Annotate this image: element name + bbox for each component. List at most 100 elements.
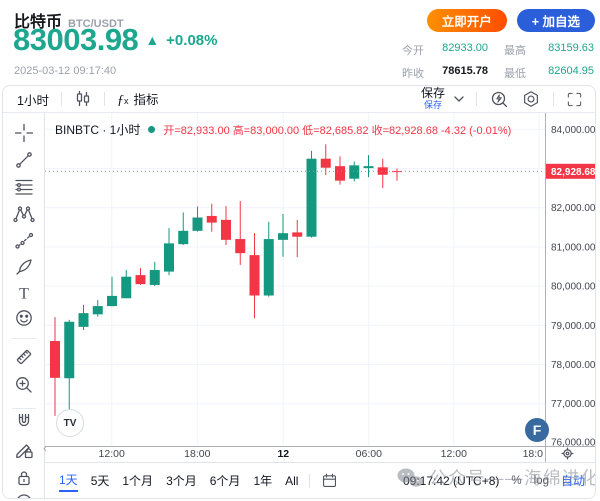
drawing-lock-tool[interactable]: [13, 439, 35, 461]
market-status-dot: [148, 126, 156, 133]
range-button[interactable]: All: [285, 473, 299, 488]
range-button[interactable]: 6个月: [209, 474, 241, 488]
xabcd-pattern-tool[interactable]: [13, 203, 35, 225]
price-axis-settings-button[interactable]: [561, 447, 574, 465]
indicators-button[interactable]: ƒx 指标: [117, 89, 159, 109]
svg-text:76,000.00: 76,000.00: [551, 438, 596, 449]
svg-text:12: 12: [277, 448, 289, 460]
instrument-name: 比特币: [14, 14, 63, 31]
divider: [553, 92, 554, 106]
go-to-date-button[interactable]: [321, 472, 338, 489]
forecast-tool[interactable]: [13, 230, 35, 252]
svg-text:82,928.68: 82,928.68: [551, 167, 596, 178]
price-row: 83003.98 ▲ +0.08%: [13, 22, 217, 58]
collapse-toolbar-arrow[interactable]: ‹: [43, 441, 47, 455]
brush-tool[interactable]: [13, 256, 35, 278]
chart-panel: 1小时 ƒx 指标 保存 保存: [2, 85, 596, 499]
svg-text:06:00: 06:00: [356, 448, 382, 460]
divider: [60, 92, 62, 106]
svg-text:T: T: [19, 286, 29, 303]
chart-legend: BINBTC · 1小时 开=82,933.00 高=83,000.00 低=8…: [55, 121, 511, 138]
svg-text:18:0: 18:0: [523, 448, 544, 460]
legend-ohlc: 开=82,933.00 高=83,000.00 低=82,685.82 收=82…: [163, 124, 512, 137]
fib-retracement-tool[interactable]: [13, 176, 35, 198]
chart-canvas[interactable]: 84,000.00 82,000.00 81,000.00 80,000.00 79,0…: [45, 113, 596, 462]
calendar-icon: [323, 473, 337, 488]
crosshair-tool[interactable]: [13, 122, 35, 144]
chevron-down-icon: [454, 96, 464, 102]
fullscreen-button[interactable]: [566, 91, 583, 108]
open-account-button[interactable]: 立即开户: [426, 9, 507, 32]
f-floating-button[interactable]: F: [525, 418, 549, 442]
svg-text:80,000.00: 80,000.00: [551, 282, 596, 293]
range-button[interactable]: 1年: [253, 474, 273, 488]
divider: [103, 92, 105, 106]
range-button[interactable]: 3个月: [166, 474, 197, 488]
divider: [12, 408, 36, 409]
instrument-symbol: BTC/USDT: [68, 18, 124, 30]
log-scale-toggle[interactable]: log: [533, 474, 549, 487]
stat-open: 今开 82933.00: [402, 42, 488, 57]
magnet-tool[interactable]: [13, 411, 35, 433]
lightning-circle-icon: [491, 91, 508, 108]
drawing-toolbar: T: [3, 113, 45, 498]
indicators-label: 指标: [133, 93, 159, 107]
stat-low: 最低 82604.95: [504, 65, 594, 80]
range-button[interactable]: 1个月: [122, 474, 154, 488]
small-gear-icon: [561, 447, 574, 460]
range-button[interactable]: 5天: [90, 474, 110, 488]
bottom-toolbar: 1天 5天 1个月 3个月 6个月 1年 All 09:17:42 (UTC+8) % lo…: [45, 462, 595, 498]
fullscreen-icon: [567, 92, 582, 106]
fx-icon: ƒ: [116, 93, 124, 108]
stat-high: 最高 83159.63: [504, 42, 594, 57]
gear-icon: [524, 91, 538, 107]
range-button[interactable]: 1天: [59, 469, 78, 492]
candlestick-icon: [76, 90, 90, 107]
instrument-title-row: 比特币 BTC/USDT: [14, 8, 124, 32]
save-menu-button[interactable]: [454, 96, 464, 102]
chart-settings-button[interactable]: [521, 89, 541, 109]
save-button[interactable]: 保存 保存: [420, 86, 445, 110]
lock-all-tool[interactable]: [13, 467, 35, 489]
auto-scale-toggle[interactable]: 自动: [560, 474, 585, 488]
range-buttons: 1天 5天 1个月 3个月 6个月 1年 All: [59, 469, 298, 492]
zoom-in-tool[interactable]: [13, 374, 35, 396]
text-tool[interactable]: T: [13, 282, 35, 304]
quick-trade-button[interactable]: [489, 89, 509, 109]
svg-text:82,000.00: 82,000.00: [551, 203, 596, 214]
chart-type-button[interactable]: [74, 90, 92, 108]
header-buttons: 立即开户 + 加自选: [426, 9, 595, 32]
timezone-clock[interactable]: 09:17:42 (UTC+8): [403, 473, 500, 488]
stat-prev-close: 昨收 78615.78: [402, 65, 488, 80]
trend-line-tool[interactable]: [13, 149, 35, 171]
svg-text:84,000.00: 84,000.00: [551, 125, 596, 136]
hidden-tool[interactable]: [13, 491, 35, 499]
svg-text:77,000.00: 77,000.00: [551, 399, 596, 410]
divider: [12, 338, 36, 339]
percent-scale-toggle[interactable]: %: [511, 474, 522, 487]
tradingview-logo: TV: [56, 409, 84, 437]
divider: [476, 92, 477, 106]
chart-column: 84,000.00 82,000.00 81,000.00 80,000.00 79,0…: [43, 113, 596, 498]
ruler-tool[interactable]: [13, 346, 35, 368]
svg-text:12:00: 12:00: [99, 448, 125, 460]
legend-series[interactable]: BINBTC · 1小时: [55, 123, 141, 137]
svg-text:18:00: 18:00: [184, 448, 210, 460]
chart-toolbar: 1小时 ƒx 指标 保存 保存: [3, 86, 595, 113]
svg-text:79,000.00: 79,000.00: [551, 321, 596, 332]
add-watchlist-button[interactable]: + 加自选: [516, 9, 595, 32]
svg-text:78,000.00: 78,000.00: [551, 360, 596, 371]
svg-text:81,000.00: 81,000.00: [551, 242, 596, 253]
last-price: 83003.98: [13, 22, 139, 57]
bottom-right-controls: 09:17:42 (UTC+8) % log 自动: [403, 472, 585, 489]
emoji-tool[interactable]: [13, 307, 35, 329]
quote-timestamp: 2025-03-12 09:17:40: [14, 65, 117, 77]
interval-button[interactable]: 1小时: [17, 93, 49, 108]
up-arrow-icon: ▲: [145, 32, 160, 48]
svg-text:12:00: 12:00: [441, 448, 467, 460]
quote-stats: 今开 82933.00 最高 83159.63 昨收 78615.78 最低 8…: [402, 42, 594, 81]
change-percent: +0.08%: [166, 31, 218, 49]
chart-region: 84,000.00 82,000.00 81,000.00 80,000.00 79,0…: [43, 113, 596, 465]
panel-body: T 84,000.00 82,000.00 81,000.00 80,000.00 79…: [3, 113, 595, 498]
